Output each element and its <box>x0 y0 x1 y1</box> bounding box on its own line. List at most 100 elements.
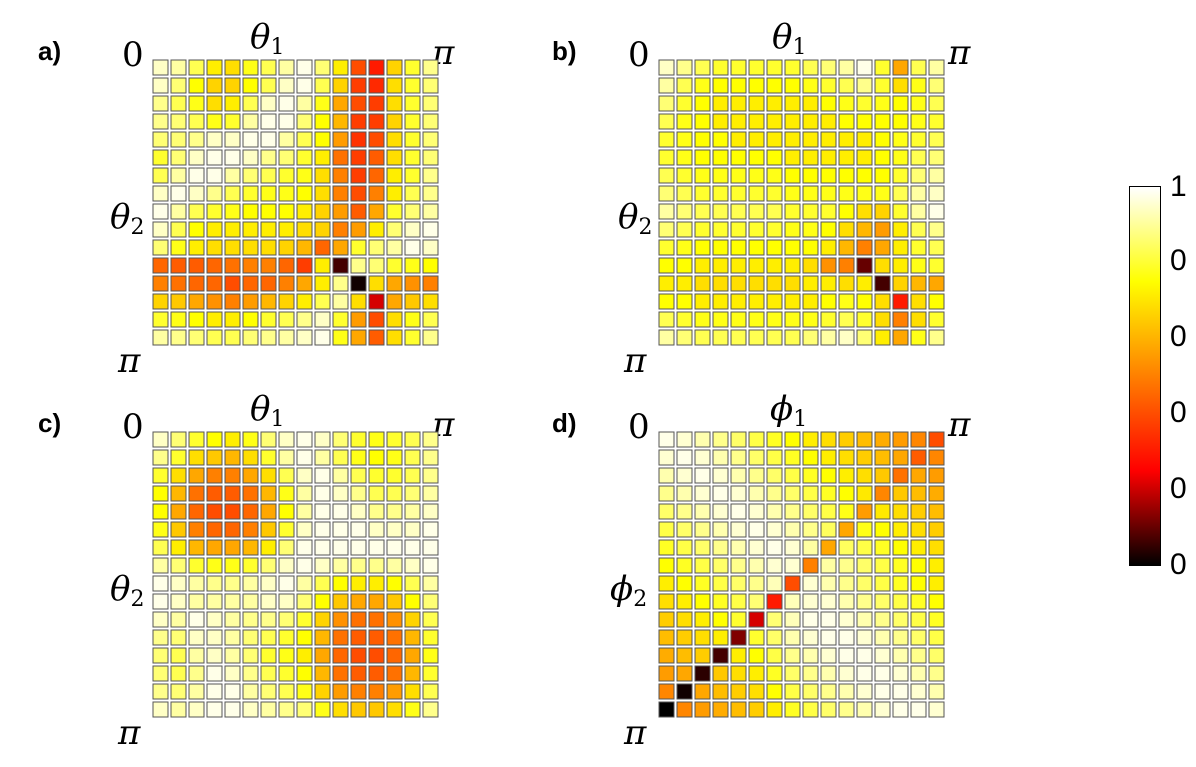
heatmap-cell <box>694 431 711 448</box>
x-axis-title: θ1 <box>250 389 285 432</box>
heatmap-cell <box>368 131 385 148</box>
heatmap-cell <box>242 593 259 610</box>
heatmap-cell <box>748 203 765 220</box>
heatmap-cell <box>314 665 331 682</box>
heatmap-cell <box>332 131 349 148</box>
heatmap-cell <box>422 131 439 148</box>
heatmap-cell <box>224 257 241 274</box>
heatmap-cell <box>260 239 277 256</box>
heatmap-cell <box>874 683 891 700</box>
heatmap-cell <box>152 647 169 664</box>
heatmap-cell <box>712 449 729 466</box>
heatmap-cell <box>910 221 927 238</box>
heatmap-cell <box>296 431 313 448</box>
heatmap-cell <box>712 701 729 718</box>
x-start-label: 0 <box>122 35 144 75</box>
heatmap-cell <box>730 167 747 184</box>
heatmap-cell <box>676 203 693 220</box>
heatmap-cell <box>242 185 259 202</box>
heatmap-cell <box>658 95 675 112</box>
heatmap-cell <box>892 611 909 628</box>
heatmap-cell <box>694 647 711 664</box>
heatmap-cell <box>422 701 439 718</box>
heatmap-cell <box>892 293 909 310</box>
heatmap-cell <box>422 185 439 202</box>
heatmap-cell <box>152 131 169 148</box>
heatmap-cell <box>368 167 385 184</box>
heatmap-cell <box>206 431 223 448</box>
heatmap-cell <box>856 131 873 148</box>
heatmap-cell <box>170 95 187 112</box>
heatmap-cell <box>278 131 295 148</box>
heatmap-cell <box>152 293 169 310</box>
x-start-label: 0 <box>628 35 650 75</box>
heatmap-cell <box>820 557 837 574</box>
heatmap-cell <box>784 275 801 292</box>
heatmap-cell <box>206 701 223 718</box>
heatmap-cell <box>838 611 855 628</box>
heatmap-cell <box>152 431 169 448</box>
colorbar-tick-label: 0 <box>1170 244 1187 277</box>
heatmap-cell <box>242 503 259 520</box>
heatmap-cell <box>170 449 187 466</box>
heatmap-cell <box>910 539 927 556</box>
heatmap-cell <box>748 185 765 202</box>
heatmap-cell <box>260 575 277 592</box>
heatmap-cell <box>260 485 277 502</box>
heatmap-cell <box>152 521 169 538</box>
heatmap-cell <box>874 575 891 592</box>
heatmap-cell <box>224 557 241 574</box>
heatmap-cell <box>422 431 439 448</box>
heatmap-cell <box>422 221 439 238</box>
heatmap-cell <box>676 131 693 148</box>
heatmap-cell <box>368 221 385 238</box>
heatmap-grid <box>658 59 945 346</box>
heatmap-cell <box>766 557 783 574</box>
heatmap-cell <box>368 503 385 520</box>
heatmap-cell <box>296 293 313 310</box>
heatmap-cell <box>748 467 765 484</box>
heatmap-cell <box>658 329 675 346</box>
heatmap-cell <box>820 293 837 310</box>
heatmap-cell <box>368 647 385 664</box>
heatmap-cell <box>152 95 169 112</box>
heatmap-cell <box>784 575 801 592</box>
heatmap-cell <box>332 665 349 682</box>
heatmap-cell <box>170 539 187 556</box>
heatmap-cell <box>170 575 187 592</box>
heatmap-cell <box>278 239 295 256</box>
heatmap-cell <box>188 59 205 76</box>
heatmap-cell <box>784 59 801 76</box>
heatmap-cell <box>332 113 349 130</box>
heatmap-cell <box>278 665 295 682</box>
heatmap-cell <box>730 311 747 328</box>
heatmap-cell <box>350 77 367 94</box>
heatmap-cell <box>260 431 277 448</box>
heatmap-cell <box>874 467 891 484</box>
heatmap-cell <box>820 185 837 202</box>
heatmap-cell <box>152 449 169 466</box>
heatmap-cell <box>856 683 873 700</box>
heatmap-cell <box>802 593 819 610</box>
heatmap-cell <box>296 221 313 238</box>
heatmap-cell <box>350 185 367 202</box>
heatmap-cell <box>694 185 711 202</box>
heatmap-cell <box>242 131 259 148</box>
heatmap-cell <box>748 485 765 502</box>
heatmap-cell <box>928 257 945 274</box>
heatmap-cell <box>206 467 223 484</box>
heatmap-cell <box>314 683 331 700</box>
heatmap-cell <box>242 521 259 538</box>
heatmap-cell <box>676 59 693 76</box>
heatmap-cell <box>296 275 313 292</box>
heatmap-cell <box>892 557 909 574</box>
heatmap-cell <box>838 485 855 502</box>
heatmap-cell <box>386 539 403 556</box>
heatmap-cell <box>188 95 205 112</box>
heatmap-cell <box>766 521 783 538</box>
heatmap-grid <box>152 431 439 718</box>
heatmap-cell <box>188 557 205 574</box>
heatmap-cell <box>694 701 711 718</box>
heatmap-cell <box>188 185 205 202</box>
heatmap-cell <box>766 647 783 664</box>
